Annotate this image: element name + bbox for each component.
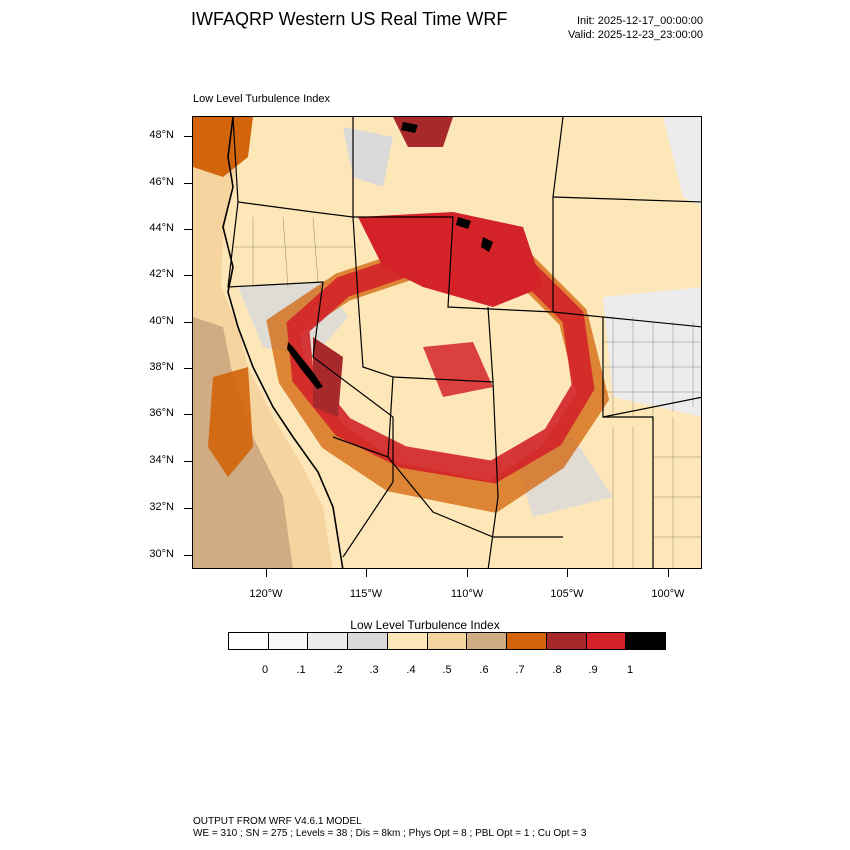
lat-tick-48 [184,136,192,137]
legend-colorbar [228,632,666,650]
lat-tick-44 [184,229,192,230]
legend-label: .3 [369,664,379,676]
county-grid-plains [603,317,701,417]
lat-label-44: 44°N [149,222,174,234]
lat-tick-32 [184,508,192,509]
legend-label: .4 [406,664,416,676]
legend-box [427,633,468,649]
legend-label: .8 [552,664,562,676]
legend-label: 0 [261,664,269,676]
map-subtitle: Low Level Turbulence Index [193,93,330,105]
legend-label: .7 [515,664,525,676]
lat-label-40: 40°N [149,315,174,327]
legend-box [229,633,269,649]
mt-peak [401,122,418,133]
legend-label: .6 [479,664,489,676]
lon-label-110: 110°W [450,588,484,600]
sierra-peak [287,342,323,389]
north-gray-region [343,127,393,187]
valid-time: Valid: 2025-12-23_23:00:00 [568,29,703,41]
legend-box [507,633,547,649]
coastline [222,117,344,568]
time-block: Init: 2025-12-17_00:00:00 Valid: 2025-12… [568,14,703,42]
model-footer: OUTPUT FROM WRF V4.6.1 MODEL WE = 310 ; … [193,816,586,840]
lat-tick-34 [184,461,192,462]
lon-tick-100 [668,569,669,577]
legend-box [626,633,666,649]
map-canvas [193,117,701,568]
lat-label-42: 42°N [149,268,174,280]
legend-box [586,633,627,649]
utah-red-region [423,342,493,397]
boundary-four-corners [392,306,499,568]
lat-tick-46 [184,183,192,184]
legend-box [546,633,587,649]
lat-label-30: 30°N [149,548,174,560]
plains-gray-region [603,287,701,417]
main-title: IWFAQRP Western US Real Time WRF [191,9,508,29]
coast-orange-region [208,367,253,477]
lon-label-115: 115°W [349,588,383,600]
lon-label-120: 120°W [249,588,283,600]
state-boundaries [227,117,701,568]
lat-label-36: 36°N [149,407,174,419]
boundary-west [227,201,394,558]
lat-label-48: 48°N [149,129,174,141]
lat-tick-40 [184,322,192,323]
legend-label: .2 [333,664,343,676]
legend-box [348,633,388,649]
legend-box [268,633,309,649]
lat-tick-38 [184,368,192,369]
lon-tick-115 [366,569,367,577]
lat-tick-42 [184,275,192,276]
footer-line-1: OUTPUT FROM WRF V4.6.1 MODEL [193,816,362,827]
lon-tick-105 [567,569,568,577]
wy-peak-1 [456,217,471,229]
lon-tick-120 [266,569,267,577]
boundary-mexico [387,456,563,538]
turbulence-map [192,116,702,569]
legend-box [467,633,508,649]
legend-label: .5 [442,664,452,676]
lat-tick-36 [184,414,192,415]
legend-box [308,633,349,649]
legend-label: .1 [296,664,306,676]
lon-label-105: 105°W [550,588,584,600]
county-grid-texas [612,417,701,568]
lat-label-38: 38°N [149,361,174,373]
legend-title: Low Level Turbulence Index [350,618,500,632]
legend-label: .9 [588,664,598,676]
boundary-nw [232,117,394,458]
sierra-red-region [313,337,343,417]
init-time: Init: 2025-12-17_00:00:00 [577,15,703,27]
wy-peak-2 [481,237,493,252]
lat-label-46: 46°N [149,176,174,188]
ne-gray-region [663,117,701,206]
lat-label-34: 34°N [149,454,174,466]
nw-orange-region [193,117,253,177]
lon-label-100: 100°W [651,588,685,600]
footer-line-2: WE = 310 ; SN = 275 ; Levels = 38 ; Dis … [193,828,587,839]
lon-tick-110 [467,569,468,577]
legend-box [387,633,428,649]
legend-label: 1 [626,664,634,676]
lat-label-32: 32°N [149,501,174,513]
county-lines [233,216,701,568]
county-grid-nw [233,216,353,288]
lat-tick-30 [184,555,192,556]
